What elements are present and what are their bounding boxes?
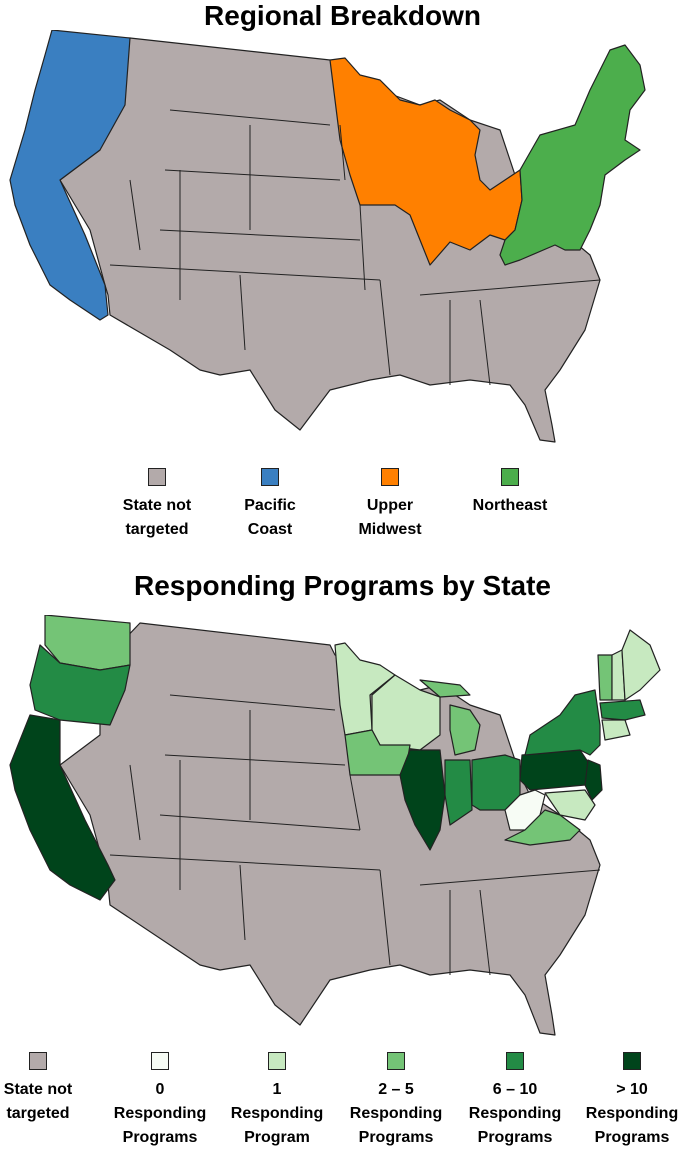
regional-breakdown-map: [9, 30, 646, 443]
legend-swatch: [381, 468, 399, 486]
legend1-pacific-coast: Pacific Coast: [225, 468, 315, 542]
legend-swatch: [501, 468, 519, 486]
responding-programs-map: [9, 615, 661, 1036]
region-northeast: [499, 44, 646, 266]
legend-swatch: [506, 1052, 524, 1070]
legend2-over-ten: > 10 Responding Programs: [582, 1052, 682, 1150]
legend2-not-targeted: State not targeted: [0, 1052, 88, 1126]
legend2-two-to-five: 2 – 5 Responding Programs: [346, 1052, 446, 1150]
legend-swatch: [387, 1052, 405, 1070]
legend-swatch: [148, 468, 166, 486]
map2-title: Responding Programs by State: [134, 570, 551, 601]
legend2-zero: 0 Responding Programs: [110, 1052, 210, 1150]
legend-swatch: [623, 1052, 641, 1070]
legend-swatch: [151, 1052, 169, 1070]
map1-title: Regional Breakdown: [204, 0, 481, 31]
legend1-not-targeted: State not targeted: [102, 468, 212, 542]
legend-swatch: [261, 468, 279, 486]
legend1-northeast: Northeast: [460, 468, 560, 518]
legend2-one: 1 Responding Program: [227, 1052, 327, 1150]
legend-swatch: [268, 1052, 286, 1070]
legend-swatch: [29, 1052, 47, 1070]
legend2-six-to-ten: 6 – 10 Responding Programs: [465, 1052, 565, 1150]
legend1-upper-midwest: Upper Midwest: [345, 468, 435, 542]
region-pacific-coast: [9, 30, 131, 321]
